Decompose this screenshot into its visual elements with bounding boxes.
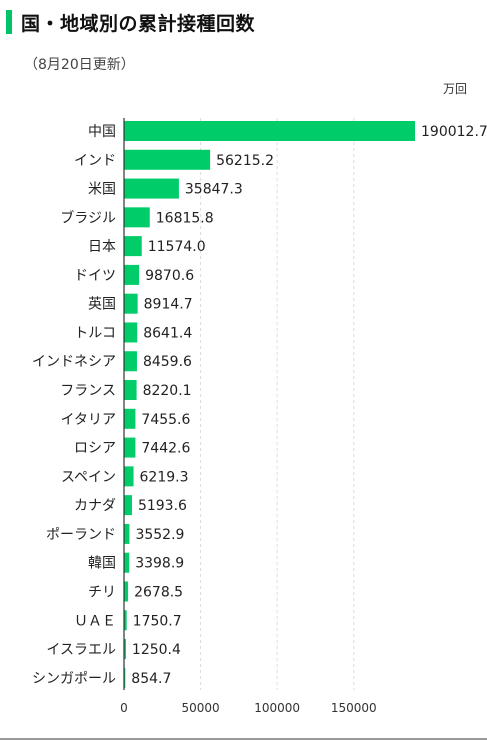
x-tick-label: 50000: [181, 701, 219, 715]
category-label: カナダ: [74, 498, 116, 514]
category-label: トルコ: [74, 325, 116, 341]
value-label: 8459.6: [143, 354, 192, 370]
value-label: 190012.7: [421, 124, 487, 140]
value-label: 7442.6: [141, 441, 190, 457]
category-label: インド: [74, 153, 116, 169]
value-label: 1250.4: [132, 642, 181, 658]
category-label: フランス: [60, 383, 116, 399]
category-label: ドイツ: [74, 268, 116, 284]
bar: [124, 495, 132, 516]
value-label: 35847.3: [185, 182, 243, 198]
value-label: 5193.6: [138, 498, 187, 514]
category-label: インドネシア: [32, 354, 116, 370]
x-tick-label: 100000: [254, 701, 300, 715]
category-label: 韓国: [88, 556, 116, 572]
x-tick-label: 0: [120, 701, 128, 715]
category-label: ロシア: [74, 441, 116, 457]
bar: [124, 437, 136, 458]
bar: [124, 523, 130, 544]
bar: [124, 667, 126, 688]
category-label: ポーランド: [46, 527, 116, 543]
bar: [124, 380, 137, 401]
bar: [124, 351, 137, 372]
title-accent-bar: [6, 10, 12, 34]
bar: [124, 408, 136, 429]
bar: [124, 264, 140, 285]
bar: [124, 207, 150, 228]
bar: [124, 639, 126, 660]
value-label: 2678.5: [134, 584, 183, 600]
value-label: 8641.4: [143, 325, 192, 341]
value-label: 8914.7: [144, 297, 193, 313]
category-label: ＵＡＥ: [74, 613, 116, 629]
value-label: 6219.3: [140, 469, 189, 485]
chart-title-row: 国・地域別の累計接種回数: [6, 9, 255, 35]
unit-label: 万回: [442, 82, 467, 96]
value-label: 3552.9: [135, 527, 184, 543]
category-label: イタリア: [61, 412, 116, 428]
category-label: 中国: [88, 124, 116, 140]
bar: [124, 322, 138, 343]
x-tick-label: 150000: [331, 701, 377, 715]
value-label: 16815.8: [156, 210, 214, 226]
value-label: 8220.1: [143, 383, 192, 399]
value-label: 11574.0: [148, 239, 206, 255]
bar: [124, 552, 130, 573]
bar: [124, 236, 142, 257]
value-label: 854.7: [131, 671, 171, 687]
category-label: スペイン: [61, 469, 116, 485]
category-label: シンガポール: [32, 671, 116, 687]
category-label: イスラエル: [46, 642, 116, 658]
bar: [124, 466, 134, 487]
bar: [124, 178, 179, 199]
value-label: 56215.2: [216, 153, 274, 169]
category-label: 日本: [88, 239, 116, 255]
category-label: ブラジル: [60, 209, 116, 226]
value-label: 9870.6: [145, 268, 194, 284]
value-label: 7455.6: [141, 412, 190, 428]
bar: [124, 149, 211, 170]
bottom-divider: [0, 738, 487, 740]
value-label: 1750.7: [133, 613, 182, 629]
bar: [124, 610, 127, 631]
chart-subtitle: （8月20日更新）: [24, 57, 135, 73]
chart-title: 国・地域別の累計接種回数: [21, 12, 256, 35]
bar: [124, 581, 129, 602]
bar: [124, 121, 416, 141]
bar: [124, 293, 138, 314]
category-label: チリ: [88, 584, 116, 600]
category-label: 英国: [88, 296, 116, 313]
value-label: 3398.9: [135, 556, 184, 572]
category-label: 米国: [88, 182, 116, 198]
